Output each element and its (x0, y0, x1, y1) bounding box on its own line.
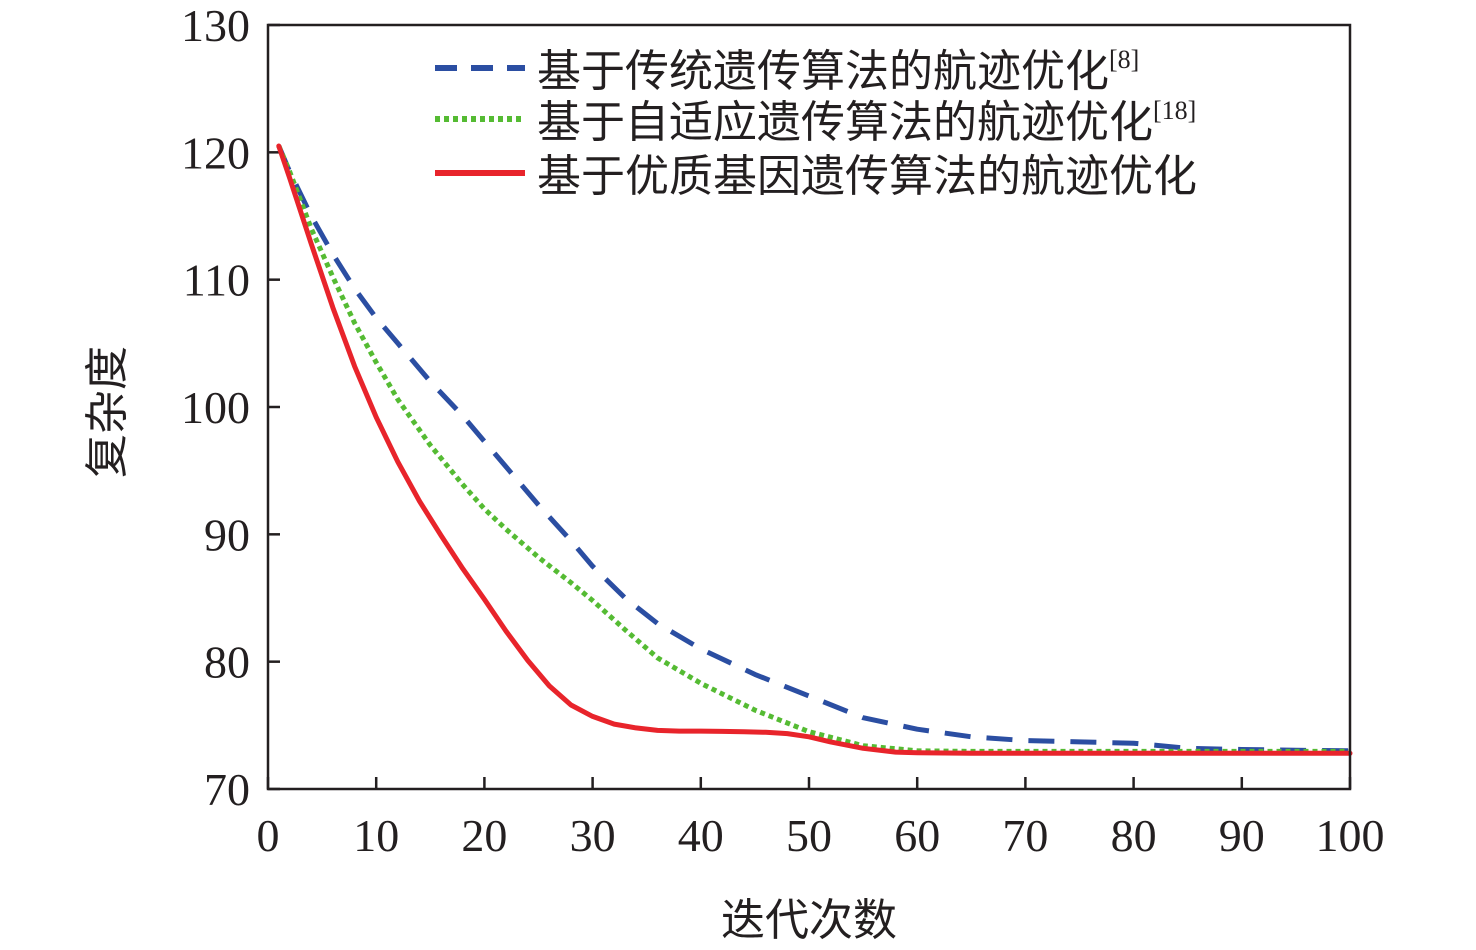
x-axis-title: 迭代次数 (721, 895, 897, 946)
x-tick-label: 40 (678, 810, 724, 861)
y-tick-label: 110 (183, 255, 250, 306)
plot-frame (266, 23, 1352, 791)
x-axis-ticks: 0 10 20 30 40 50 60 70 80 90 100 (257, 777, 1385, 861)
series-line-1 (276, 145, 1350, 754)
y-axis-title: 复杂度 (82, 346, 133, 478)
legend-reference: [18] (1153, 96, 1196, 125)
y-axis-ticks: 70 80 90 100 110 120 130 (181, 0, 280, 815)
x-tick-label: 100 (1316, 810, 1385, 861)
x-tick-label: 80 (1111, 810, 1157, 861)
series-line-2 (276, 143, 1353, 756)
y-tick-label: 130 (181, 0, 250, 51)
y-tick-label: 80 (204, 637, 250, 688)
x-tick-label: 60 (894, 810, 940, 861)
series-lines (276, 143, 1353, 756)
x-tick-label: 90 (1219, 810, 1265, 861)
y-tick-label: 90 (204, 509, 250, 560)
series-line-0 (276, 145, 1351, 754)
x-tick-label: 70 (1002, 810, 1048, 861)
legend-reference: [8] (1109, 45, 1139, 74)
legend-label-1: 基于自适应遗传算法的航迹优化[18] (537, 96, 1196, 148)
y-tick-label: 100 (181, 382, 250, 433)
x-tick-label: 30 (570, 810, 616, 861)
x-tick-label: 10 (353, 810, 399, 861)
y-tick-label: 70 (204, 764, 250, 815)
x-tick-label: 20 (461, 810, 507, 861)
x-tick-label: 50 (786, 810, 832, 861)
x-tick-label: 0 (257, 810, 280, 861)
legend-label-2: 基于优质基因遗传算法的航迹优化 (537, 151, 1197, 202)
y-tick-label: 120 (181, 127, 250, 178)
legend: 基于传统遗传算法的航迹优化[8]基于自适应遗传算法的航迹优化[18]基于优质基因… (435, 45, 1197, 202)
legend-label-0: 基于传统遗传算法的航迹优化[8] (537, 45, 1139, 97)
